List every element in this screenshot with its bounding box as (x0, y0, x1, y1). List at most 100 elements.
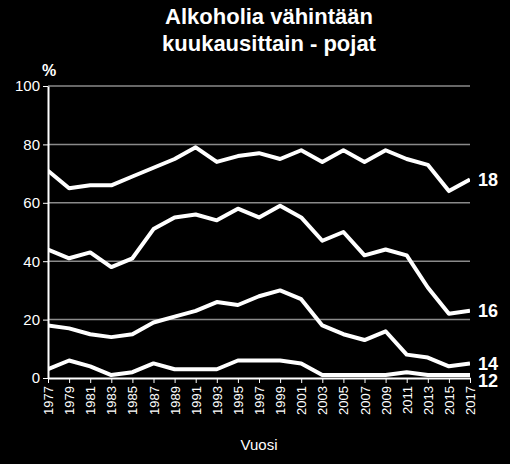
x-tick: 2015 (442, 378, 457, 415)
chart: Alkoholia vähintäänkuukausittain - pojat… (0, 0, 510, 464)
y-tick: 20 (23, 311, 48, 328)
grid-line (48, 85, 470, 87)
x-tick-label: 1979 (62, 386, 77, 415)
x-tick-mark (132, 378, 133, 383)
x-tick-mark (280, 378, 281, 383)
x-tick: 2009 (379, 378, 394, 415)
x-tick-label: 1991 (189, 386, 204, 415)
background (0, 0, 510, 464)
x-tick-mark (48, 378, 49, 383)
x-tick: 2011 (400, 378, 415, 414)
series-line (48, 360, 470, 375)
x-tick: 1995 (231, 378, 246, 415)
x-axis: 1977 1979 1981 1983 1985 1987 1989 1991 1993 1995… (41, 378, 478, 415)
grid-line (48, 260, 470, 262)
x-tick: 2007 (358, 378, 373, 415)
x-tick-mark (428, 378, 429, 383)
grid-line (48, 144, 470, 146)
x-tick-label: 1993 (210, 386, 225, 415)
x-tick: 2003 (315, 378, 330, 415)
series-line (48, 290, 470, 366)
x-tick-mark (322, 378, 323, 383)
y-tick-label: 60 (23, 194, 40, 211)
x-tick-mark (386, 378, 387, 383)
x-tick-mark (343, 378, 344, 383)
x-tick-label: 2003 (315, 386, 330, 415)
y-axis-title: % (42, 62, 56, 79)
x-tick-mark (217, 378, 218, 383)
x-tick-mark (259, 378, 260, 383)
x-tick-mark (301, 378, 302, 383)
series-line (48, 147, 470, 191)
x-tick-label: 2005 (336, 386, 351, 415)
x-tick-mark (90, 378, 91, 383)
x-tick: 1983 (104, 378, 119, 415)
x-tick: 1989 (168, 378, 183, 415)
x-tick-mark (449, 378, 450, 383)
x-tick: 1999 (273, 378, 288, 415)
x-tick: 2013 (421, 378, 436, 415)
y-axis-line (48, 87, 50, 379)
y-tick-label: 100 (15, 77, 40, 94)
y-axis: 0 20 40 60 80 100 (15, 77, 49, 386)
x-tick-label: 2001 (294, 386, 309, 415)
x-tick-mark (470, 378, 471, 383)
x-tick-label: 1997 (252, 386, 267, 415)
x-tick-label: 2017 (463, 386, 478, 415)
x-tick-label: 2015 (442, 386, 457, 415)
x-tick-label: 2011 (400, 386, 415, 414)
x-tick-label: 2009 (379, 386, 394, 415)
series-label: 12 (478, 371, 498, 391)
y-tick-label: 80 (23, 136, 40, 153)
y-tick-mark (43, 320, 48, 321)
x-tick-label: 1995 (231, 386, 246, 415)
y-tick-mark (43, 378, 48, 379)
x-tick-mark (196, 378, 197, 383)
x-tick: 1981 (83, 378, 98, 415)
x-tick-label: 1977 (41, 386, 56, 415)
x-tick-label: 1981 (83, 386, 98, 415)
x-tick: 2001 (294, 378, 309, 415)
y-tick: 40 (23, 253, 48, 270)
grid-line (48, 319, 470, 321)
y-tick: 100 (15, 77, 48, 94)
x-tick-mark (238, 378, 239, 383)
x-tick-mark (154, 378, 155, 383)
x-tick-label: 1989 (168, 386, 183, 415)
y-tick: 60 (23, 194, 48, 211)
y-tick-mark (43, 144, 48, 145)
x-tick-mark (111, 378, 112, 383)
x-tick-label: 2007 (358, 386, 373, 415)
x-tick-label: 1983 (104, 386, 119, 415)
x-tick: 2005 (336, 378, 351, 415)
x-tick: 1997 (252, 378, 267, 415)
x-tick-label: 1999 (273, 386, 288, 415)
x-tick-label: 2013 (421, 386, 436, 415)
grid-line (48, 202, 470, 204)
y-tick-mark (43, 203, 48, 204)
x-tick-mark (175, 378, 176, 383)
x-tick-label: 1987 (147, 386, 162, 415)
y-tick-label: 20 (23, 311, 40, 328)
y-tick: 0 (32, 369, 48, 386)
grid (48, 86, 470, 320)
y-tick-label: 0 (32, 369, 40, 386)
x-tick-mark (69, 378, 70, 383)
x-tick: 1993 (210, 378, 225, 415)
y-tick: 80 (23, 136, 48, 153)
x-axis-title: Vuosi (241, 436, 278, 453)
y-tick-mark (43, 86, 48, 87)
title: Alkoholia vähintäänkuukausittain - pojat (162, 4, 377, 56)
x-tick: 2017 (463, 378, 478, 415)
x-tick: 1991 (189, 378, 204, 415)
x-tick: 1979 (62, 378, 77, 415)
y-tick-label: 40 (23, 253, 40, 270)
x-tick: 1977 (41, 378, 56, 415)
series-label: 18 (478, 170, 498, 190)
y-tick-mark (43, 261, 48, 262)
x-tick: 1985 (125, 378, 140, 415)
plot-area (48, 147, 470, 375)
x-tick-mark (365, 378, 366, 383)
x-tick-mark (407, 378, 408, 383)
series-label: 16 (478, 301, 498, 321)
